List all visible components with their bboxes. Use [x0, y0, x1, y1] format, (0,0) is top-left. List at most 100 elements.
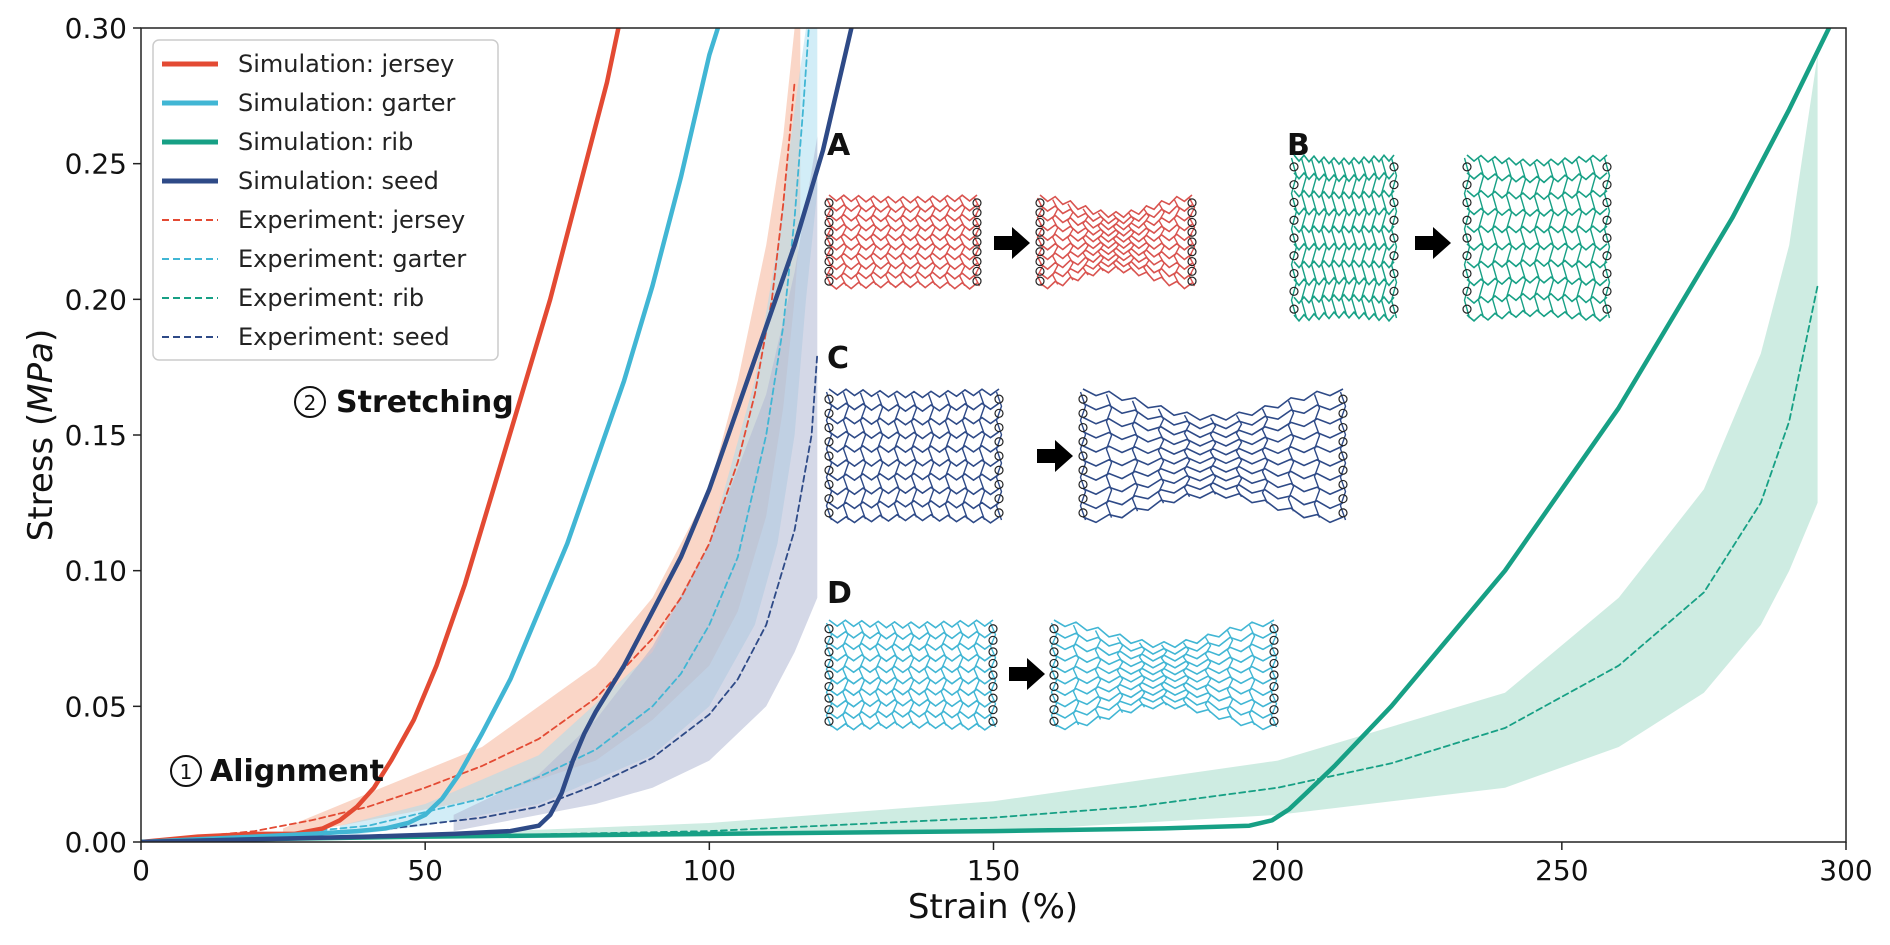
knit-column — [973, 622, 980, 728]
knit-edge-loop — [1289, 268, 1299, 279]
annotation-stretching-label: Stretching — [336, 385, 514, 420]
knit-column — [1226, 630, 1234, 720]
knit-edge-loop — [1269, 681, 1279, 692]
knit-edge-loop — [1187, 217, 1197, 228]
knit-edge-loop — [1078, 479, 1088, 490]
knit-edge-loop — [824, 266, 834, 276]
knit-edge-loop — [1289, 286, 1299, 296]
knit-column — [1143, 208, 1150, 276]
knit-edge-loop — [994, 451, 1004, 461]
knit-row — [1466, 259, 1608, 269]
knit-edge-loop — [972, 247, 982, 257]
knit-row — [1293, 207, 1395, 217]
knit-edge-loop — [1338, 408, 1348, 418]
knit-edge-loop — [824, 647, 834, 657]
knit-column — [1340, 161, 1348, 315]
confidence-bands — [283, 28, 1818, 840]
knit-row — [1466, 189, 1608, 201]
legend-label-simulation-garter: Simulation: garter — [238, 89, 456, 117]
knit-row — [1053, 701, 1275, 731]
knit-column — [1158, 203, 1165, 281]
knit-row — [1082, 402, 1344, 430]
legend-label-simulation-rib: Simulation: rib — [238, 128, 413, 156]
knit-column — [1131, 400, 1139, 512]
knit-edge-loop — [824, 227, 834, 237]
knit-row — [828, 630, 994, 641]
knit-edge-loop — [988, 670, 998, 680]
inset-panel-label: D — [827, 576, 852, 611]
knit-edge-loop — [1187, 256, 1197, 267]
legend: Simulation: jersey Simulation: garter Simu… — [152, 39, 499, 361]
y-tick-label: 0.05 — [65, 690, 127, 723]
line-simulation-garter — [141, 28, 721, 842]
knit-edge-loop — [824, 256, 834, 267]
knit-column — [1370, 158, 1378, 318]
knit-edge-loop — [1338, 394, 1348, 404]
knit-column — [924, 624, 931, 726]
legend-label-experiment-seed: Experiment: seed — [238, 323, 450, 351]
knit-row — [828, 486, 1000, 496]
knit-row — [1039, 194, 1193, 219]
annotation-alignment: 1 Alignment — [170, 754, 384, 789]
knit-column — [1287, 400, 1295, 512]
knit-edge-loop — [1035, 227, 1045, 237]
knit-column — [1082, 208, 1089, 276]
knit-row — [1466, 242, 1608, 251]
knit-row — [1039, 259, 1193, 280]
knit-edge-loop — [824, 408, 834, 418]
knit-edge-loop — [988, 624, 998, 634]
knit-edge-loop — [1078, 451, 1088, 461]
knit-edge-loop — [1389, 215, 1399, 225]
knit-edge-loop — [824, 451, 834, 461]
knit-column — [1127, 212, 1135, 272]
knit-row — [828, 653, 994, 663]
knit-edge-loop — [1462, 286, 1472, 296]
legend-label-experiment-jersey: Experiment: jersey — [238, 206, 465, 234]
knit-row — [1466, 207, 1608, 217]
knit-edge-loop — [1269, 670, 1279, 680]
knit-column — [876, 393, 884, 519]
knit-edge-loop — [1269, 716, 1279, 726]
knit-column — [914, 199, 922, 285]
knit-edge-loop — [824, 198, 834, 208]
knit-column — [859, 392, 867, 520]
knit-edge-loop — [1078, 437, 1088, 447]
knit-column — [1072, 624, 1080, 726]
knit-edge-loop — [972, 276, 982, 286]
knit-edge-loop — [1078, 408, 1088, 418]
knit-column — [1477, 158, 1485, 318]
knit-edge-loop — [1462, 197, 1472, 208]
knit-edge-loop — [1289, 197, 1299, 208]
knit-row — [828, 665, 994, 674]
knit-edge-loop — [1389, 268, 1399, 279]
knit-column — [944, 393, 952, 519]
knit-edge-loop — [1338, 437, 1348, 447]
knit-row — [828, 270, 978, 281]
knit-column — [910, 394, 918, 518]
knit-row — [1466, 154, 1608, 167]
annotation-stretching: 2 Stretching — [294, 385, 514, 420]
y-axis-title-suffix: ) — [21, 329, 61, 342]
knit-edge-loop — [988, 705, 998, 715]
knit-column — [944, 198, 951, 286]
knit-edge-loop — [1187, 198, 1197, 208]
line-experiment-rib — [141, 284, 1819, 842]
knit-row — [828, 642, 994, 652]
knit-edge-loop — [1269, 658, 1279, 669]
annotation-alignment-label: Alignment — [210, 754, 384, 789]
knit-column — [1051, 199, 1059, 285]
knit-edge-loop — [1289, 162, 1299, 172]
knit-edge-loop — [1049, 670, 1059, 680]
knit-row — [828, 233, 978, 242]
knit-column — [1097, 212, 1105, 272]
knit-edge-loop — [1338, 465, 1348, 475]
knit-edge-loop — [1049, 635, 1059, 645]
inset-panel-seed: C — [824, 341, 1348, 524]
knit-edge-loop — [972, 217, 982, 228]
y-tick-label: 0.20 — [65, 283, 127, 316]
knit-edge-loop — [824, 658, 834, 669]
knit-edge-loop — [1602, 286, 1612, 296]
knit-column — [1050, 622, 1058, 728]
knit-column — [1290, 157, 1298, 319]
knit-column — [1603, 157, 1611, 319]
